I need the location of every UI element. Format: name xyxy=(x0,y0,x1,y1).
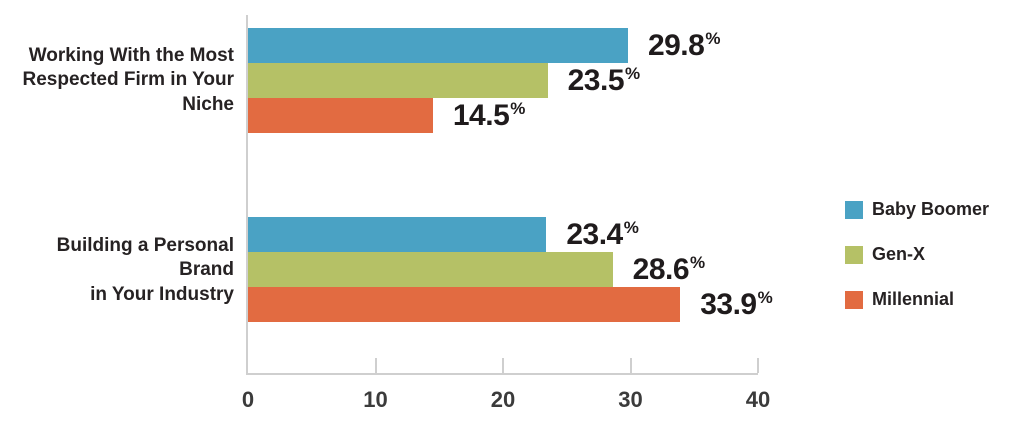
x-axis-tick-label: 40 xyxy=(745,387,771,412)
legend-swatch-baby-boomer xyxy=(845,200,863,219)
bar-row: 23.5% xyxy=(248,63,758,98)
bar-row: 14.5% xyxy=(248,98,758,133)
category-label-personal-brand: Building a Personal Brand in Your Indust… xyxy=(0,217,234,324)
legend-swatch-gen-x xyxy=(845,245,863,264)
legend-label: Millennial xyxy=(872,289,955,309)
legend-swatch-millennial xyxy=(845,290,863,309)
bar-row: 33.9% xyxy=(248,287,773,322)
x-axis-tick-label: 10 xyxy=(363,387,388,412)
x-axis-tick xyxy=(374,358,377,373)
bar-row: 23.4% xyxy=(248,217,758,252)
category-label-line: Respected Firm in Your Niche xyxy=(22,69,234,115)
x-axis-tick xyxy=(502,358,504,373)
bar-row: 29.8% xyxy=(248,28,758,63)
legend: Baby Boomer Gen-X Millennial xyxy=(845,199,989,310)
value-label: 29.8% xyxy=(647,28,721,62)
value-label: 23.4% xyxy=(566,217,639,251)
bar-gen-x-personal-brand: 28.6% xyxy=(248,252,705,287)
value-label: 28.6% xyxy=(632,252,706,286)
legend-item-gen-x: Gen-X xyxy=(845,244,989,265)
bar-millennial-respected-firm: 14.5% xyxy=(248,98,525,133)
bar-millennial-personal-brand: 33.9% xyxy=(248,287,773,322)
legend-label: Gen-X xyxy=(872,244,926,264)
x-axis-tick-label: 0 xyxy=(241,387,255,412)
bar-row: 28.6% xyxy=(248,252,758,287)
bar-baby-boomer-personal-brand: 23.4% xyxy=(248,217,639,252)
legend-item-baby-boomer: Baby Boomer xyxy=(845,199,989,220)
x-axis-tick xyxy=(757,358,759,373)
legend-label: Baby Boomer xyxy=(872,199,990,219)
value-label: 33.9% xyxy=(700,287,773,321)
legend-item-millennial: Millennial xyxy=(845,289,989,310)
bar-baby-boomer-respected-firm: 29.8% xyxy=(248,28,720,63)
value-label: 23.5% xyxy=(567,63,641,97)
x-axis-tick-label: 30 xyxy=(618,387,643,412)
x-axis-tick-label: 20 xyxy=(490,387,516,412)
bar-gen-x-respected-firm: 23.5% xyxy=(248,63,640,98)
plot-area: 29.8% 23.5% 14.5% 23.4% xyxy=(242,15,773,412)
category-label-respected-firm: Working With the Most Respected Firm in … xyxy=(0,28,234,133)
category-label-line: Working With the Most xyxy=(28,45,234,67)
bar-group-respected-firm: 29.8% 23.5% 14.5% xyxy=(248,28,758,133)
category-label-line: Building a Personal Brand xyxy=(56,235,234,281)
category-label-line: in Your Industry xyxy=(90,283,234,305)
x-axis-tick xyxy=(629,358,632,373)
value-label: 14.5% xyxy=(452,98,526,132)
bar-group-personal-brand: 23.4% 28.6% 33.9% xyxy=(248,217,773,322)
